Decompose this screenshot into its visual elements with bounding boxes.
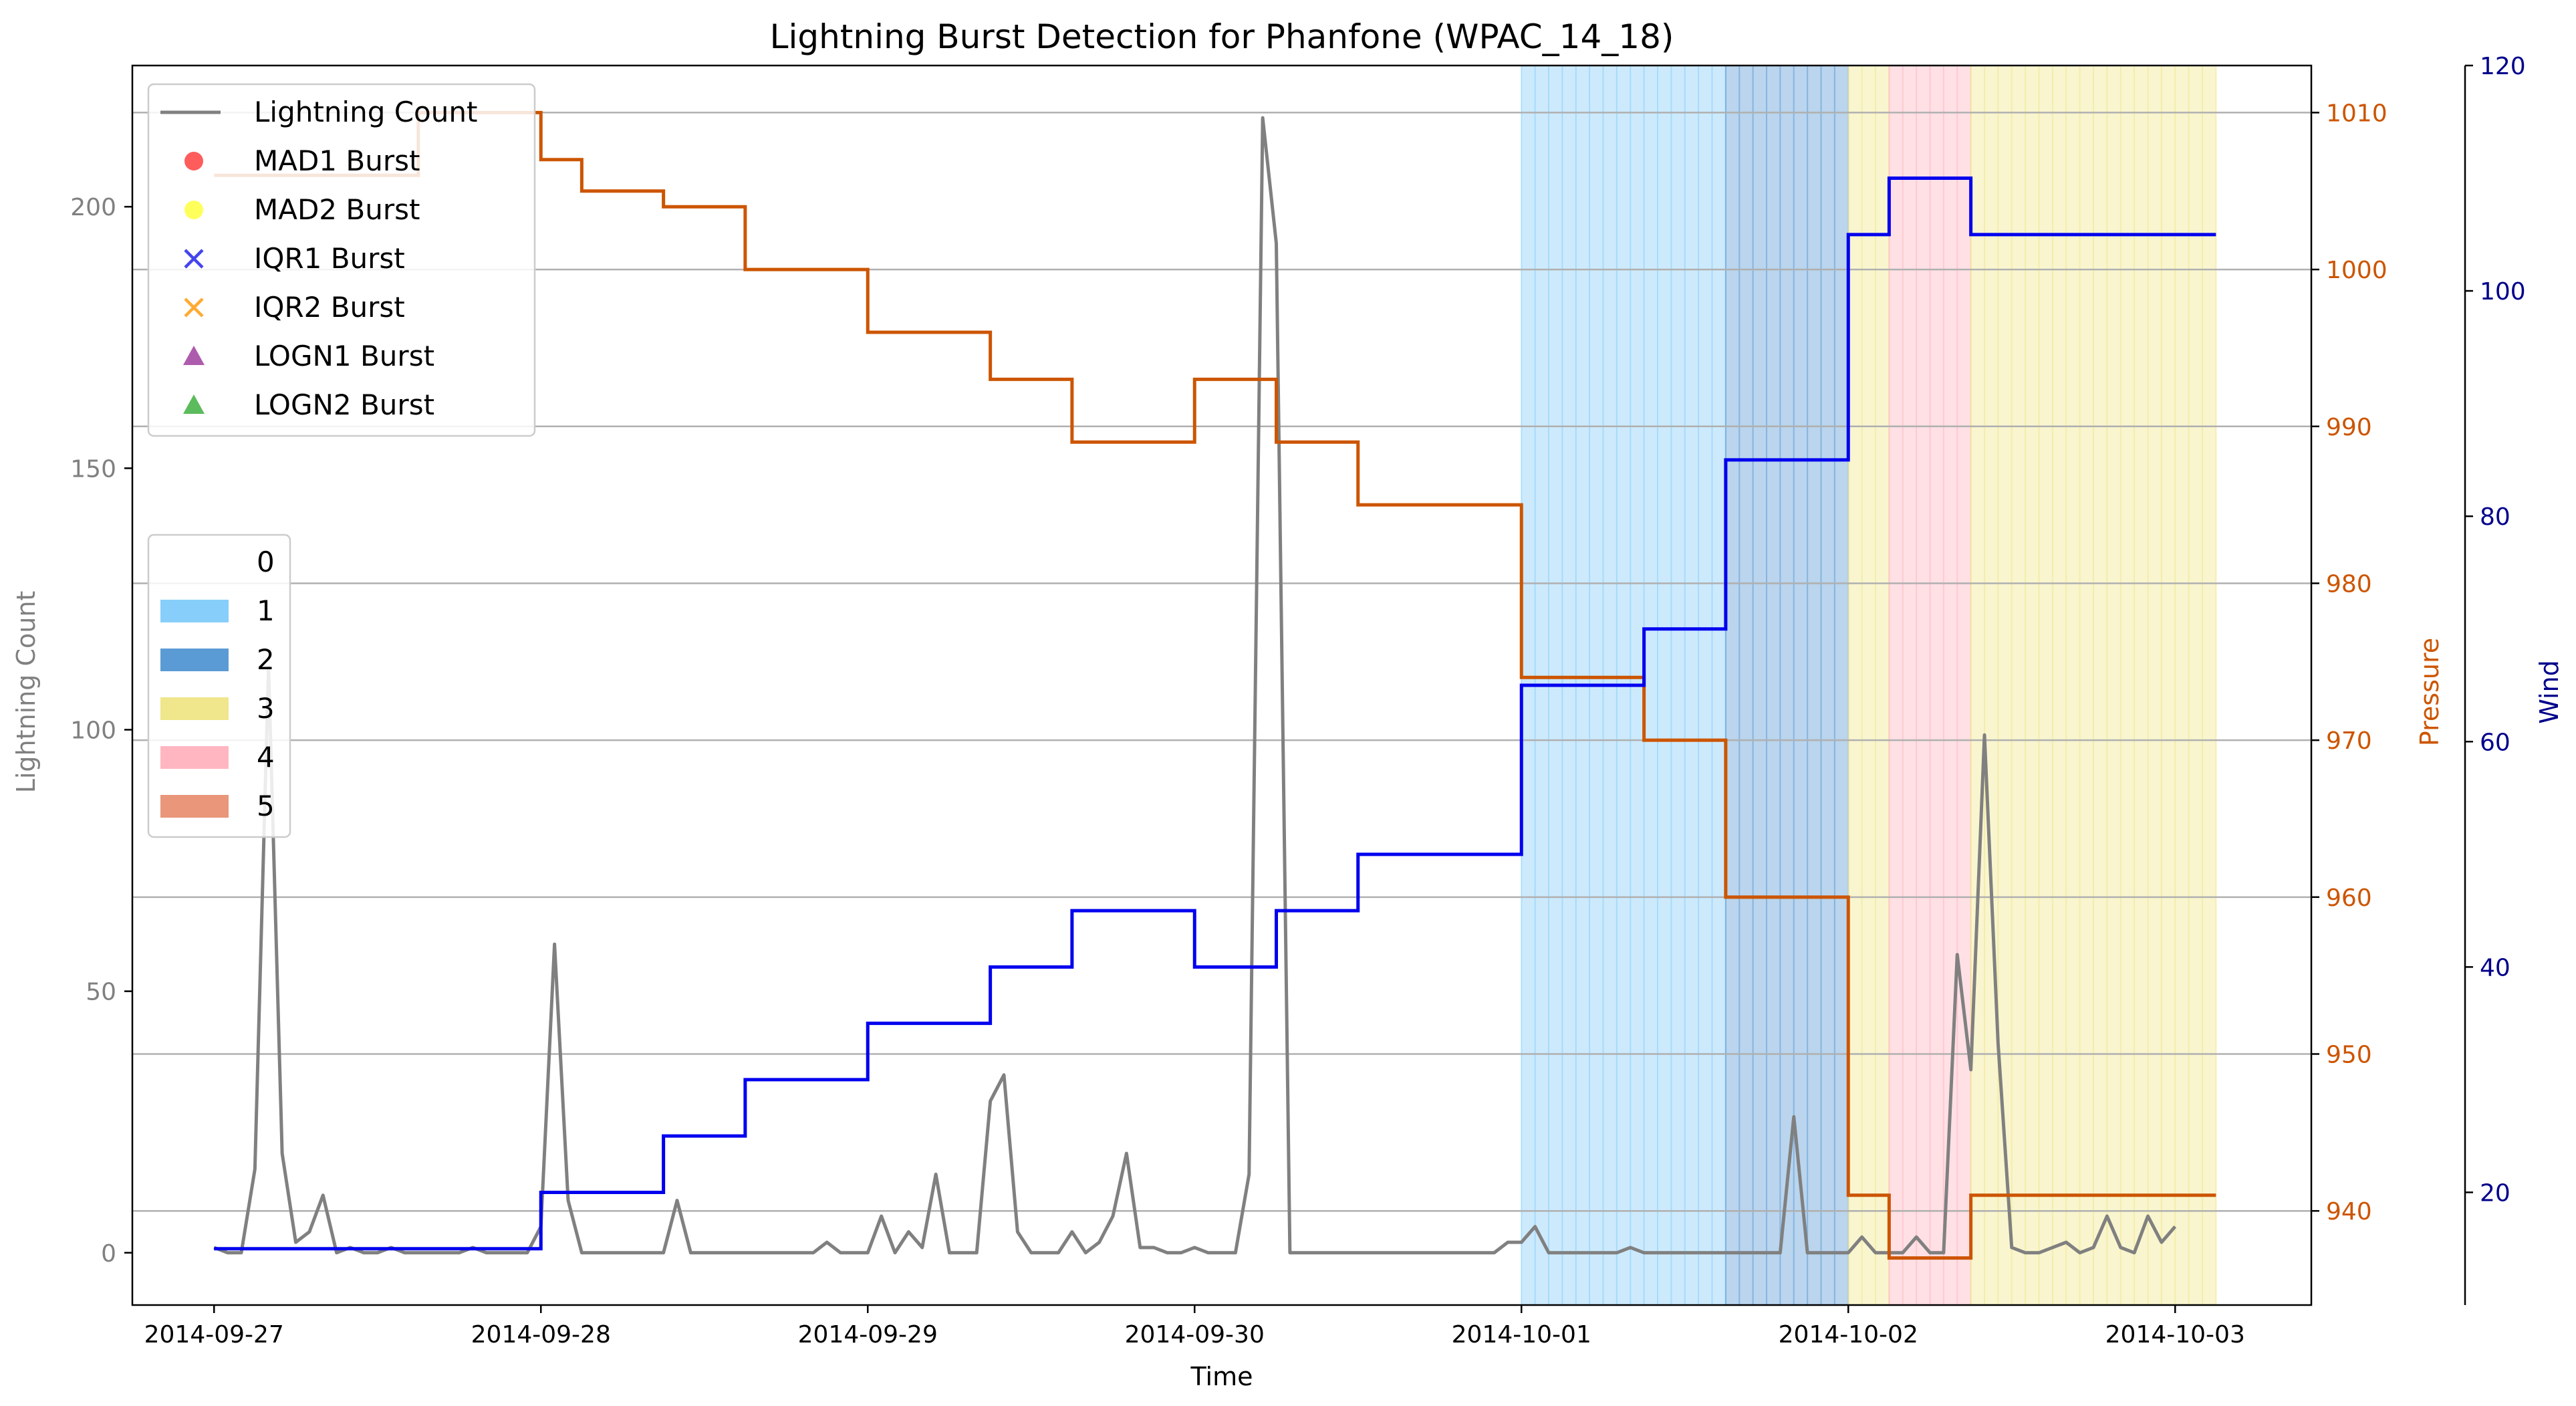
legend-markers: Lightning Count MAD1 Burst MAD2 Burst IQR1 … xyxy=(147,83,536,437)
legend-category-label: 1 xyxy=(257,594,275,627)
y-axis-wind-label: Wind xyxy=(2535,660,2564,724)
legend-x-marker xyxy=(184,249,204,269)
legend-category-label: 5 xyxy=(257,790,275,822)
x-tick-label: 2014-10-01 xyxy=(1452,1321,1591,1349)
x-tick-label: 2014-09-27 xyxy=(144,1321,284,1349)
legend-marker-label: LOGN2 Burst xyxy=(254,388,434,421)
y-pressure-tick-label: 970 xyxy=(2326,727,2372,755)
legend-category-label: 3 xyxy=(257,692,275,725)
y-wind-tick-label: 40 xyxy=(2480,954,2510,981)
legend-category-swatch xyxy=(160,649,229,671)
x-tick-label: 2014-09-30 xyxy=(1125,1321,1265,1349)
y-left-tick-label: 150 xyxy=(70,455,116,483)
plot-frame xyxy=(131,64,2313,1306)
category-band-2 xyxy=(1725,66,1849,1305)
legend-marker-label: LOGN1 Burst xyxy=(254,340,434,372)
y-pressure-tick-label: 950 xyxy=(2326,1042,2372,1069)
legend-marker-label: MAD1 Burst xyxy=(254,144,420,177)
y-pressure-tick-label: 990 xyxy=(2326,414,2372,441)
y-pressure-tick-label: 1010 xyxy=(2326,100,2388,127)
y-pressure-tick-label: 1000 xyxy=(2326,257,2388,284)
legend-marker-label: MAD2 Burst xyxy=(254,193,420,226)
legend-category-swatch xyxy=(160,600,229,622)
y-wind-tick-label: 20 xyxy=(2480,1179,2510,1207)
x-axis-label: Time xyxy=(1190,1362,1253,1391)
pressure-line xyxy=(214,110,2216,1260)
y-pressure-tick-label: 940 xyxy=(2326,1198,2372,1225)
legend-marker-label: IQR1 Burst xyxy=(254,242,405,275)
x-tick-label: 2014-09-29 xyxy=(798,1321,938,1349)
y-wind-tick-label: 120 xyxy=(2480,53,2526,80)
x-tick-label: 2014-10-02 xyxy=(1779,1321,1918,1349)
x-tick-label: 2014-10-03 xyxy=(2105,1321,2245,1349)
legend-marker-label: IQR2 Burst xyxy=(254,291,405,324)
legend-categories: 0 1 2 3 4 5 xyxy=(147,534,291,838)
legend-category-swatch xyxy=(160,795,229,818)
lightning-count-line xyxy=(213,116,2177,1255)
legend-circle-marker xyxy=(184,152,203,170)
legend-lightning-label: Lightning Count xyxy=(254,96,477,128)
y-left-tick-label: 100 xyxy=(70,717,116,744)
legend-x-marker xyxy=(184,298,204,318)
legend-category-label: 4 xyxy=(257,741,275,774)
legend-markers-box xyxy=(147,83,536,437)
y-pressure-tick-label: 960 xyxy=(2326,885,2372,912)
y-left-tick-label: 50 xyxy=(86,979,116,1006)
y-left-tick-label: 0 xyxy=(101,1240,116,1268)
legend-category-swatch xyxy=(160,746,229,769)
legend-circle-marker xyxy=(184,201,203,219)
y-axis-left-label: Lightning Count xyxy=(11,591,41,794)
y-pressure-tick-label: 980 xyxy=(2326,570,2372,598)
legend-triangle-marker xyxy=(183,346,205,365)
y-wind-tick-label: 100 xyxy=(2480,278,2526,306)
legend-category-label: 2 xyxy=(257,643,275,676)
y-wind-tick-label: 80 xyxy=(2480,503,2510,531)
legend-category-label: 0 xyxy=(257,546,275,578)
chart-title: Lightning Burst Detection for Phanfone (… xyxy=(770,17,1674,56)
category-band-3 xyxy=(1848,66,1890,1305)
y-axis-pressure-label: Pressure xyxy=(2415,638,2444,746)
legend-category-swatch xyxy=(160,697,229,720)
series xyxy=(213,110,2216,1260)
y-wind-tick-label: 60 xyxy=(2480,729,2510,756)
axes: 2014-09-27 2014-09-28 2014-09-29 2014-09-30… xyxy=(70,53,2525,1349)
y-left-tick-label: 200 xyxy=(70,194,116,221)
wind-line xyxy=(214,177,2216,1251)
x-tick-label: 2014-09-28 xyxy=(471,1321,611,1349)
legend-triangle-marker xyxy=(183,394,205,414)
